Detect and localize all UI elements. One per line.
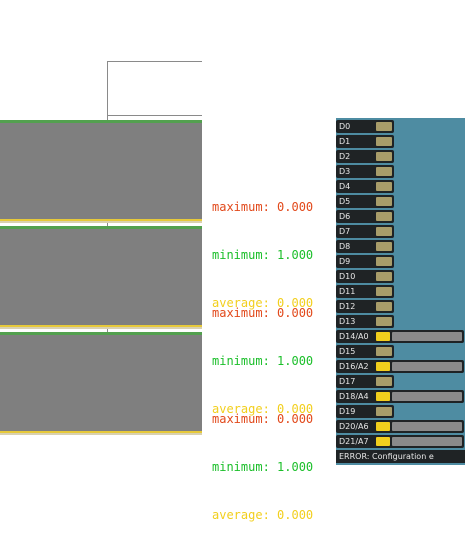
pin-toggle[interactable] — [376, 347, 392, 356]
pin-row[interactable]: D18/A4 — [336, 390, 464, 403]
pin-toggle[interactable] — [376, 332, 390, 341]
pin-toggle[interactable] — [376, 122, 392, 131]
stat-maximum: maximum: 0.000 — [212, 306, 314, 320]
pin-toggle[interactable] — [376, 167, 392, 176]
pin-row[interactable]: D11 — [336, 285, 394, 298]
pin-row[interactable]: D6 — [336, 210, 394, 223]
pin-row[interactable]: D15 — [336, 345, 394, 358]
connector-line — [107, 61, 108, 121]
pin-toggle[interactable] — [376, 362, 390, 371]
pin-label: D17 — [339, 377, 356, 386]
pin-row[interactable]: D9 — [336, 255, 394, 268]
analog-value-bar — [392, 362, 462, 371]
stat-minimum: minimum: 1.000 — [212, 248, 314, 262]
pin-toggle[interactable] — [376, 422, 390, 431]
pin-row[interactable]: D17 — [336, 375, 394, 388]
pin-row[interactable]: D14/A0 — [336, 330, 464, 343]
stat-average: average: 0.000 — [212, 508, 314, 522]
pin-label: D14/A0 — [339, 332, 369, 341]
graph-stats-1: maximum: 0.000 minimum: 1.000 average: 0… — [212, 167, 332, 327]
pin-toggle[interactable] — [376, 287, 392, 296]
pin-row[interactable]: D8 — [336, 240, 394, 253]
pin-label: D8 — [339, 242, 351, 251]
graph-panel-2[interactable] — [0, 226, 202, 329]
analog-value-bar — [392, 332, 462, 341]
pin-row[interactable]: D19 — [336, 405, 394, 418]
pin-toggle[interactable] — [376, 197, 392, 206]
pin-row[interactable]: D13 — [336, 315, 394, 328]
stat-maximum: maximum: 0.000 — [212, 200, 314, 214]
stat-average: average: 0.000 — [212, 296, 314, 310]
pin-row[interactable]: D12 — [336, 300, 394, 313]
pin-toggle[interactable] — [376, 212, 392, 221]
pin-label: D11 — [339, 287, 356, 296]
pin-label: D9 — [339, 257, 351, 266]
analog-value-bar — [392, 392, 462, 401]
pin-toggle[interactable] — [376, 407, 392, 416]
average-line — [0, 431, 202, 433]
pin-label: D2 — [339, 152, 351, 161]
pin-toggle[interactable] — [376, 242, 392, 251]
pin-row[interactable]: D21/A7 — [336, 435, 464, 448]
graph-stats-3: maximum: 0.000 minimum: 1.000 average: 0… — [212, 379, 332, 539]
analog-value-bar — [392, 437, 462, 446]
pin-label: D7 — [339, 227, 351, 236]
error-message: ERROR: Configuration e — [336, 450, 465, 463]
pin-toggle[interactable] — [376, 227, 392, 236]
pin-label: D12 — [339, 302, 356, 311]
pin-toggle[interactable] — [376, 302, 392, 311]
pin-toggle[interactable] — [376, 182, 392, 191]
baseline — [0, 327, 202, 329]
pin-label: D21/A7 — [339, 437, 369, 446]
pin-row[interactable]: D20/A6 — [336, 420, 464, 433]
pin-row[interactable]: D10 — [336, 270, 394, 283]
pin-label: D4 — [339, 182, 351, 191]
pin-label: D13 — [339, 317, 356, 326]
pin-label: D20/A6 — [339, 422, 369, 431]
pin-toggle[interactable] — [376, 152, 392, 161]
pin-row[interactable]: D3 — [336, 165, 394, 178]
pin-row[interactable]: D7 — [336, 225, 394, 238]
pin-row[interactable]: D0 — [336, 120, 394, 133]
pin-toggle[interactable] — [376, 272, 392, 281]
average-line — [0, 219, 202, 221]
pin-toggle[interactable] — [376, 392, 390, 401]
pin-toggle[interactable] — [376, 437, 390, 446]
pin-toggle[interactable] — [376, 137, 392, 146]
pin-toggle[interactable] — [376, 377, 392, 386]
pin-row[interactable]: D1 — [336, 135, 394, 148]
pin-label: D16/A2 — [339, 362, 369, 371]
pin-label: D5 — [339, 197, 351, 206]
stat-minimum: minimum: 1.000 — [212, 354, 314, 368]
connector-line — [107, 115, 202, 116]
analog-value-bar — [392, 422, 462, 431]
graph-panel-1[interactable] — [0, 120, 202, 223]
baseline — [0, 221, 202, 223]
pin-toggle[interactable] — [376, 257, 392, 266]
pin-row[interactable]: D5 — [336, 195, 394, 208]
graph-stats-2: maximum: 0.000 minimum: 1.000 average: 0… — [212, 273, 332, 433]
pin-label: D6 — [339, 212, 351, 221]
stat-minimum: minimum: 1.000 — [212, 460, 314, 474]
stat-maximum: maximum: 0.000 — [212, 412, 314, 426]
pin-row[interactable]: D4 — [336, 180, 394, 193]
baseline — [0, 433, 202, 435]
connector-line — [107, 61, 202, 62]
pin-label: D1 — [339, 137, 351, 146]
pin-label: D19 — [339, 407, 356, 416]
pin-toggle[interactable] — [376, 317, 392, 326]
pin-label: D15 — [339, 347, 356, 356]
pin-label: D0 — [339, 122, 351, 131]
pin-label: D18/A4 — [339, 392, 369, 401]
graph-panel-3[interactable] — [0, 332, 202, 435]
pin-label: D3 — [339, 167, 351, 176]
average-line — [0, 325, 202, 327]
pin-row[interactable]: D2 — [336, 150, 394, 163]
pin-row[interactable]: D16/A2 — [336, 360, 464, 373]
stat-average: average: 0.000 — [212, 402, 314, 416]
pin-label: D10 — [339, 272, 356, 281]
